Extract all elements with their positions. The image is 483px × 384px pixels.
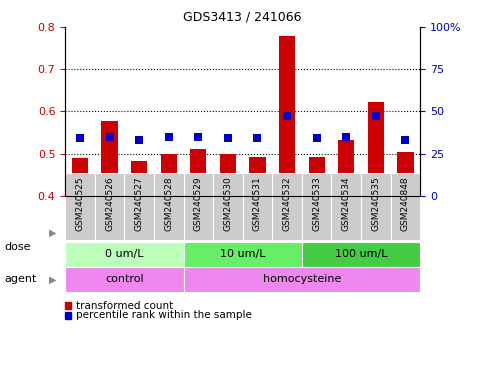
Bar bbox=[72, 158, 88, 196]
Text: GSM240533: GSM240533 bbox=[312, 176, 321, 231]
Bar bbox=[272, 173, 302, 240]
Text: control: control bbox=[105, 274, 143, 285]
Text: GSM240529: GSM240529 bbox=[194, 176, 203, 231]
Point bbox=[401, 137, 409, 143]
Bar bbox=[190, 149, 206, 196]
Point bbox=[283, 113, 291, 119]
Bar bbox=[125, 173, 154, 240]
Bar bbox=[220, 154, 236, 196]
Bar bbox=[95, 173, 125, 240]
Text: 10 um/L: 10 um/L bbox=[220, 249, 266, 260]
Bar bbox=[65, 267, 184, 292]
Text: GSM240526: GSM240526 bbox=[105, 176, 114, 231]
Point bbox=[135, 137, 143, 143]
Text: GSM240535: GSM240535 bbox=[371, 176, 380, 231]
Bar bbox=[391, 173, 420, 240]
Bar bbox=[184, 267, 420, 292]
Point bbox=[254, 135, 261, 141]
Bar bbox=[302, 173, 331, 240]
Text: GSM240527: GSM240527 bbox=[135, 176, 143, 231]
Bar bbox=[361, 173, 391, 240]
Text: 0 um/L: 0 um/L bbox=[105, 249, 143, 260]
Text: ▶: ▶ bbox=[49, 227, 57, 238]
Bar bbox=[65, 242, 184, 267]
Text: homocysteine: homocysteine bbox=[263, 274, 341, 285]
Point bbox=[165, 134, 172, 140]
Text: ▶: ▶ bbox=[49, 274, 57, 285]
Point bbox=[106, 134, 114, 140]
Bar bbox=[184, 242, 302, 267]
Bar bbox=[331, 173, 361, 240]
Point bbox=[76, 135, 84, 141]
Text: 100 um/L: 100 um/L bbox=[335, 249, 387, 260]
Bar bbox=[131, 161, 147, 196]
Bar bbox=[302, 242, 420, 267]
Bar bbox=[213, 173, 242, 240]
Bar bbox=[338, 140, 355, 196]
Text: GSM240531: GSM240531 bbox=[253, 176, 262, 231]
Bar bbox=[242, 173, 272, 240]
Bar bbox=[249, 157, 266, 196]
Bar bbox=[101, 121, 118, 196]
Text: dose: dose bbox=[5, 242, 31, 252]
Bar bbox=[368, 102, 384, 196]
Point bbox=[195, 134, 202, 140]
Bar bbox=[65, 173, 95, 240]
Text: GSM240848: GSM240848 bbox=[401, 176, 410, 231]
Bar bbox=[309, 157, 325, 196]
Bar bbox=[154, 173, 184, 240]
Point bbox=[372, 113, 380, 119]
Text: GSM240532: GSM240532 bbox=[283, 176, 292, 231]
Point bbox=[224, 135, 232, 141]
Text: agent: agent bbox=[5, 274, 37, 285]
Text: percentile rank within the sample: percentile rank within the sample bbox=[76, 310, 252, 320]
Point bbox=[342, 134, 350, 140]
Text: GDS3413 / 241066: GDS3413 / 241066 bbox=[184, 10, 302, 23]
Text: GSM240530: GSM240530 bbox=[224, 176, 232, 231]
Text: transformed count: transformed count bbox=[76, 301, 173, 311]
Bar bbox=[161, 154, 177, 196]
Text: GSM240525: GSM240525 bbox=[75, 176, 85, 231]
Bar bbox=[279, 36, 295, 196]
Bar bbox=[184, 173, 213, 240]
Text: GSM240528: GSM240528 bbox=[164, 176, 173, 231]
Bar bbox=[398, 152, 413, 196]
Point bbox=[313, 135, 321, 141]
Text: GSM240534: GSM240534 bbox=[342, 176, 351, 231]
